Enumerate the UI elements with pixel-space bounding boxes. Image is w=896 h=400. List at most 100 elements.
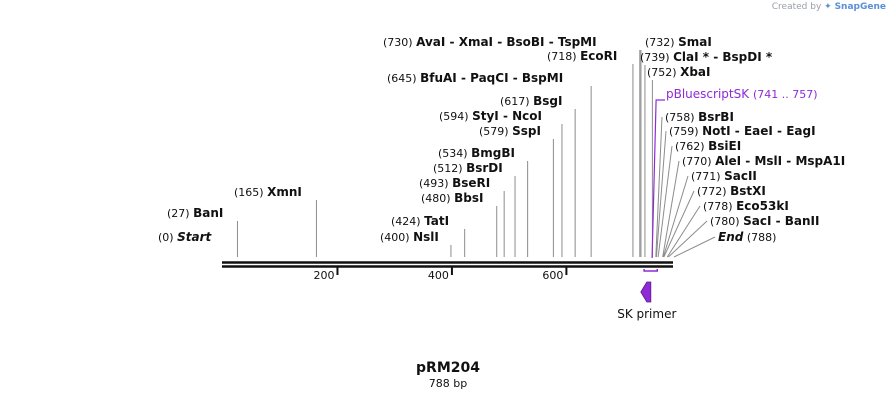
site-eco53ki[interactable]: (778) Eco53kI — [703, 199, 789, 213]
site-bseri[interactable]: (493) BseRI — [419, 176, 490, 190]
site-label-bsrdi[interactable]: (512) BsrDI — [433, 161, 503, 175]
enzyme-name: EcoRI — [580, 49, 617, 63]
primer-sk-primer[interactable]: SK primer — [617, 281, 676, 321]
enzyme-name: TatI — [424, 214, 449, 228]
site-label-bseri[interactable]: (493) BseRI — [419, 176, 490, 190]
site-clai[interactable]: (739) ClaI * - BspDI * — [640, 50, 773, 64]
site-bsiei[interactable]: (762) BsiEI — [675, 139, 741, 153]
site-label-clai[interactable]: (739) ClaI * - BspDI * — [640, 50, 773, 64]
site-label-end[interactable]: End (788) — [718, 230, 776, 244]
site-bmgbi[interactable]: (534) BmgBI — [438, 146, 515, 160]
name-separator: - — [771, 214, 784, 228]
site-noti[interactable]: (759) NotI - EaeI - EagI — [669, 124, 816, 138]
site-xmni[interactable]: (165) XmnI — [234, 185, 302, 199]
site-bfuai[interactable]: (645) BfuAI - PaqCI - BspMI — [387, 71, 563, 85]
name-separator: - — [782, 154, 795, 168]
site-label-bsrbi[interactable]: (758) BsrBI — [665, 110, 734, 124]
site-connector — [662, 175, 689, 258]
site-saci[interactable]: (780) SacI - BanII — [710, 214, 819, 228]
site-bstxi[interactable]: (772) BstXI — [697, 184, 766, 198]
ruler-tick-label: 400 — [428, 269, 449, 282]
site-position: (718) — [547, 50, 577, 63]
site-nsli[interactable]: (400) NslI — [380, 230, 439, 244]
site-position: (732) — [645, 36, 675, 49]
site-connector — [662, 160, 680, 258]
site-lines — [236, 50, 716, 258]
enzyme-name: XmnI — [267, 185, 302, 199]
enzyme-name: TspMI — [558, 35, 597, 49]
site-label-bmgbi[interactable]: (534) BmgBI — [438, 146, 515, 160]
site-bbsi[interactable]: (480) BbsI — [421, 191, 483, 205]
feature-label[interactable]: pBluescriptSK (741 .. 757) — [666, 87, 818, 101]
site-connector — [657, 145, 673, 258]
site-alei[interactable]: (770) AleI - MslI - MspA1I — [682, 154, 845, 168]
site-bsrdi[interactable]: (512) BsrDI — [433, 161, 503, 175]
snapgene-logo-icon: ✦ — [824, 2, 832, 12]
enzyme-name: BanI — [193, 206, 223, 220]
enzyme-name: BseRI — [452, 176, 490, 190]
site-start[interactable]: (0) Start — [158, 230, 212, 244]
enzyme-name: PaqCI — [470, 71, 508, 85]
site-position: (27) — [167, 207, 190, 220]
enzyme-name: Start — [177, 230, 212, 244]
site-position: (778) — [703, 200, 733, 213]
plasmid-length: 788 bp — [428, 377, 468, 390]
site-label-eco53ki[interactable]: (778) Eco53kI — [703, 199, 789, 213]
site-label-bfuai[interactable]: (645) BfuAI - PaqCI - BspMI — [387, 71, 563, 85]
site-ecori[interactable]: (718) EcoRI — [547, 49, 617, 63]
enzyme-name: SacII — [724, 169, 757, 183]
site-label-styi[interactable]: (594) StyI - NcoI — [439, 109, 542, 123]
feature-pbluescriptsk[interactable]: pBluescriptSK (741 .. 757) — [643, 87, 818, 272]
enzyme-name: BstXI — [730, 184, 766, 198]
enzyme-name: BspMI — [522, 71, 563, 85]
site-label-xmni[interactable]: (165) XmnI — [234, 185, 302, 199]
site-bsrbi[interactable]: (758) BsrBI — [665, 110, 734, 124]
site-label-ecori[interactable]: (718) EcoRI — [547, 49, 617, 63]
site-label-sspi[interactable]: (579) SspI — [479, 124, 541, 138]
site-connector — [673, 236, 716, 258]
site-label-bsgi[interactable]: (617) BsgI — [500, 94, 562, 108]
site-position: (788) — [747, 231, 777, 244]
site-connector — [668, 220, 708, 258]
site-label-avai[interactable]: (730) AvaI - XmaI - BsoBI - TspMI — [383, 35, 597, 49]
site-label-saci[interactable]: (780) SacI - BanII — [710, 214, 819, 228]
site-label-sacii[interactable]: (771) SacII — [691, 169, 757, 183]
name-separator: - — [493, 35, 506, 49]
enzyme-name: StyI — [472, 109, 499, 123]
site-connector — [655, 116, 663, 258]
site-label-nsli[interactable]: (400) NslI — [380, 230, 439, 244]
enzyme-name: Eco53kI — [736, 199, 789, 213]
site-position: (0) — [158, 231, 174, 244]
site-label-smai[interactable]: (732) SmaI — [645, 35, 712, 49]
site-label-start[interactable]: (0) Start — [158, 230, 212, 244]
enzyme-name: SacI — [743, 214, 771, 228]
site-avai[interactable]: (730) AvaI - XmaI - BsoBI - TspMI — [383, 35, 597, 49]
site-position: (480) — [421, 192, 451, 205]
site-bani[interactable]: (27) BanI — [167, 206, 223, 220]
enzyme-name: BmgBI — [471, 146, 515, 160]
name-separator: - — [741, 154, 754, 168]
feature-connector — [651, 99, 665, 259]
site-end[interactable]: End (788) — [718, 230, 776, 244]
site-styi[interactable]: (594) StyI - NcoI — [439, 109, 542, 123]
enzyme-name: SspI — [512, 124, 541, 138]
site-xbai[interactable]: (752) XbaI — [647, 65, 711, 79]
site-label-xbai[interactable]: (752) XbaI — [647, 65, 711, 79]
site-label-noti[interactable]: (759) NotI - EaeI - EagI — [669, 124, 816, 138]
site-tati[interactable]: (424) TatI — [391, 214, 449, 228]
site-sacii[interactable]: (771) SacII — [691, 169, 757, 183]
watermark-prefix: Created by — [771, 2, 822, 12]
site-smai[interactable]: (732) SmaI — [645, 35, 712, 49]
enzyme-name: XbaI — [680, 65, 710, 79]
site-bsgi[interactable]: (617) BsgI — [500, 94, 562, 108]
site-sspi[interactable]: (579) SspI — [479, 124, 541, 138]
site-label-bbsi[interactable]: (480) BbsI — [421, 191, 483, 205]
site-label-alei[interactable]: (770) AleI - MslI - MspA1I — [682, 154, 845, 168]
site-position: (739) — [640, 51, 670, 64]
site-label-tati[interactable]: (424) TatI — [391, 214, 449, 228]
site-label-bani[interactable]: (27) BanI — [167, 206, 223, 220]
site-label-bstxi[interactable]: (772) BstXI — [697, 184, 766, 198]
enzyme-name: AleI — [715, 154, 741, 168]
site-label-bsiei[interactable]: (762) BsiEI — [675, 139, 741, 153]
site-position: (493) — [419, 177, 449, 190]
